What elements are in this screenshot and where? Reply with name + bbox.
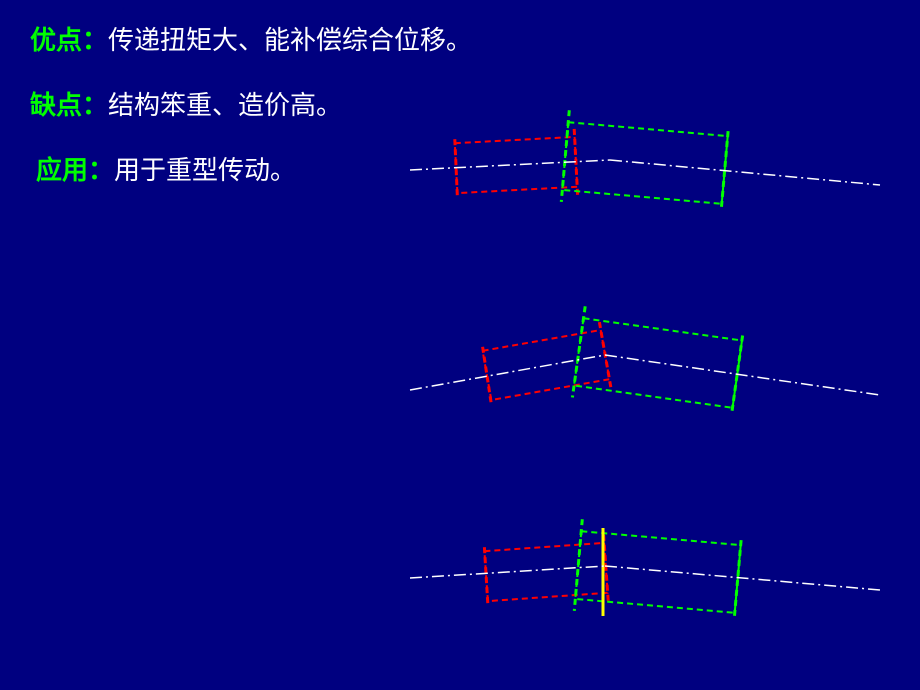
coupling-diagram-top [400,100,900,240]
line-content: 传递扭矩大、能补偿综合位移。 [108,25,472,55]
text-line: 应用：用于重型传动。 [36,150,296,187]
line-label: 缺点： [30,90,108,120]
line-content: 用于重型传动。 [114,155,296,185]
text-line: 缺点：结构笨重、造价高。 [30,85,342,122]
coupling-diagram-bottom [400,510,900,650]
coupling-diagram-middle [400,300,900,440]
line-label: 优点： [30,25,108,55]
line-label: 应用： [36,155,114,185]
text-line: 优点：传递扭矩大、能补偿综合位移。 [30,20,472,57]
line-content: 结构笨重、造价高。 [108,90,342,120]
